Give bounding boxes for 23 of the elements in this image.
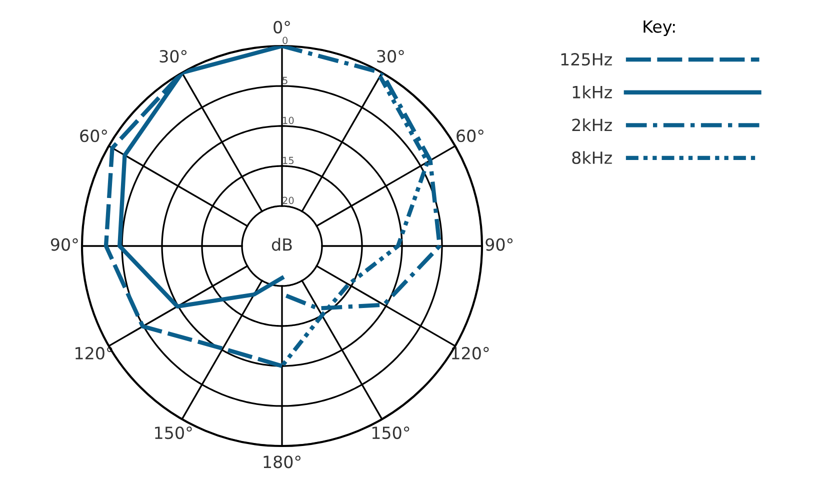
y-tick-label: 10: [283, 116, 294, 124]
y-tick-label: 5: [282, 76, 288, 84]
text: 1kHz: [572, 86, 612, 98]
text: dB: [272, 238, 292, 251]
spoke-label: 150°: [155, 426, 192, 440]
spoke-label: 30°: [160, 50, 187, 63]
spoke-label: 120°: [76, 346, 112, 360]
spoke-label: 0°: [274, 20, 290, 34]
spoke-label: 60°: [456, 130, 484, 142]
spoke-label: 90°: [486, 238, 513, 251]
y-tick-label: 20: [282, 196, 294, 204]
spoke-label: 180°: [264, 456, 300, 468]
spoke-label: 120°: [452, 346, 489, 360]
spoke-label: 60°: [80, 130, 107, 142]
legend-title: Key:: [644, 20, 675, 36]
text: 2kHz: [572, 118, 612, 131]
spoke-label: 150°: [372, 426, 410, 440]
y-tick-label: 0: [282, 36, 288, 44]
text: 8kHz: [572, 151, 612, 164]
spoke-label: 30°: [377, 50, 404, 63]
y-tick-label: 15: [283, 156, 294, 164]
text: 125Hz: [561, 53, 612, 66]
spoke-label: 90°: [50, 238, 78, 251]
